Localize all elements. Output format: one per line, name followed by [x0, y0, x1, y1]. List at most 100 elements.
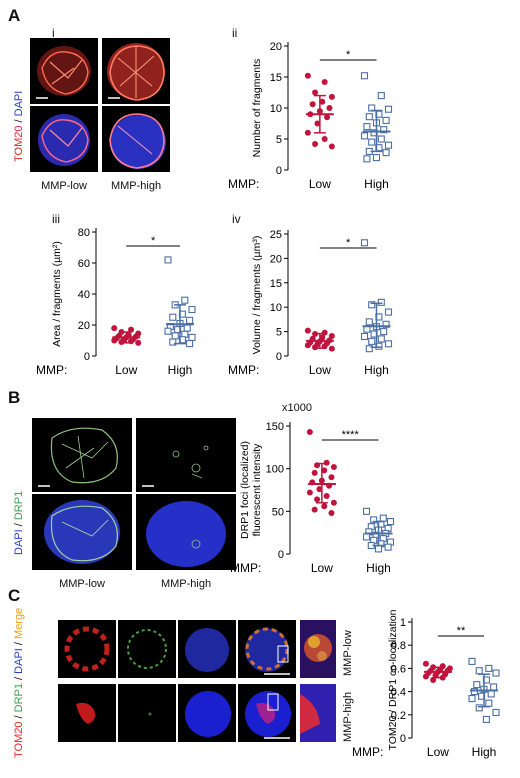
y-tick-label: 40	[78, 289, 90, 301]
data-point-low	[128, 326, 135, 333]
y-tick-label: 5	[276, 327, 282, 339]
x-category-label: High	[168, 363, 193, 377]
y-axis-label-line: DRP1 foci (localized)	[239, 441, 251, 539]
micrograph-c-high-tom20	[58, 684, 116, 742]
col-label-a-low: MMP-low	[41, 180, 87, 192]
data-point-high	[384, 105, 393, 113]
data-point-high	[382, 149, 390, 157]
data-point-high	[374, 545, 383, 553]
panel-letter-b: B	[8, 388, 21, 407]
data-point-low	[328, 474, 335, 481]
data-point-high	[382, 116, 390, 124]
data-point-low	[422, 673, 429, 680]
data-point-low	[323, 492, 330, 499]
micrograph-c-low-drp1	[118, 620, 176, 678]
panel-letter-c: C	[8, 586, 21, 605]
data-point-low	[312, 140, 319, 147]
data-point-low	[314, 496, 321, 503]
data-point-high	[380, 328, 388, 336]
micrograph-a-high-tom20	[102, 38, 170, 104]
data-point-low	[316, 486, 323, 493]
x-category-label: High	[364, 363, 389, 377]
x-prefix-label: MMP:	[228, 363, 259, 377]
y-tick-label: 60	[78, 258, 90, 270]
y-axis-label: DRP1 foci (localized)fluorescent intensi…	[239, 441, 263, 539]
data-point-high	[473, 681, 481, 689]
data-point-low	[321, 78, 328, 85]
subpanel-iv-label: iv	[232, 212, 241, 226]
data-point-low	[422, 660, 429, 667]
data-point-high	[360, 239, 369, 247]
data-point-high	[188, 333, 196, 341]
data-point-low	[326, 105, 333, 111]
data-point-high	[468, 657, 476, 665]
y-tick-label: 5	[276, 134, 282, 146]
x-category-label: Low	[427, 745, 449, 759]
data-point-high	[363, 155, 371, 163]
x-prefix-label: MMP:	[36, 363, 67, 377]
x-category-label: High	[472, 745, 497, 759]
subpanel-i-label: i	[52, 26, 55, 40]
data-point-high	[188, 305, 196, 314]
data-point-high	[368, 337, 376, 345]
x-category-label: Low	[309, 177, 331, 191]
data-point-low	[304, 129, 311, 136]
col-label-a-high: MMP-high	[110, 180, 162, 192]
y-tick-label: 1	[400, 617, 406, 629]
data-point-high	[382, 320, 390, 328]
data-point-high	[377, 335, 385, 343]
y-tick-label: 20	[270, 41, 282, 53]
data-point-low	[311, 506, 318, 513]
data-point-high	[186, 340, 194, 348]
subpanel-ii-label: ii	[232, 26, 238, 40]
micrograph-b-high-drp1	[136, 418, 236, 492]
data-point-high	[360, 132, 369, 140]
data-point-high	[365, 345, 373, 353]
y-axis-label: Area / fragments (µm²)	[51, 241, 63, 347]
data-point-high	[377, 298, 385, 306]
micrograph-b-low-drp1	[32, 418, 132, 492]
y-tick-label: 10	[270, 103, 282, 115]
x-category-label: High	[366, 561, 391, 575]
data-point-low	[314, 120, 321, 127]
data-point-high	[468, 695, 476, 703]
data-point-high	[169, 338, 177, 346]
y-tick-label: 80	[78, 227, 90, 239]
data-point-high	[164, 327, 172, 335]
x-category-label: Low	[311, 561, 333, 575]
data-point-high	[164, 256, 172, 264]
y-tick-label: 0.8	[391, 640, 406, 652]
data-point-low	[312, 89, 319, 96]
x-prefix-label: MMP:	[228, 177, 259, 191]
data-point-high	[485, 699, 493, 707]
y-tick-label: 0	[276, 351, 282, 363]
significance-label: ****	[342, 429, 360, 441]
data-point-low	[309, 101, 316, 108]
data-point-high	[492, 669, 500, 677]
micrograph-c-high-drp1	[118, 684, 176, 742]
data-point-low	[324, 114, 331, 121]
data-point-high	[377, 92, 385, 100]
data-point-low	[323, 459, 330, 466]
y-tick-label: 150	[266, 421, 284, 433]
y-axis-label: TOM20 / DRP1 co-localization	[387, 609, 399, 750]
micrograph-c-high-merge	[238, 684, 296, 742]
data-point-high	[384, 340, 393, 348]
micrograph-c-low-zoom	[300, 620, 336, 678]
x-category-label: Low	[309, 363, 331, 377]
data-point-high	[475, 704, 483, 712]
data-point-high	[487, 690, 495, 698]
y-tick-label: 20	[78, 320, 90, 332]
data-point-low	[330, 463, 337, 470]
x-category-label: Low	[115, 363, 137, 377]
data-point-high	[482, 715, 490, 723]
data-point-high	[363, 123, 371, 131]
col-label-b-low: MMP-low	[59, 578, 105, 590]
data-point-high	[360, 72, 369, 80]
y-tick-label: 25	[270, 229, 282, 241]
data-point-low	[321, 136, 328, 142]
y-tick-label: 15	[270, 72, 282, 84]
data-point-high	[386, 518, 395, 526]
panel-letter-a: A	[8, 6, 21, 25]
